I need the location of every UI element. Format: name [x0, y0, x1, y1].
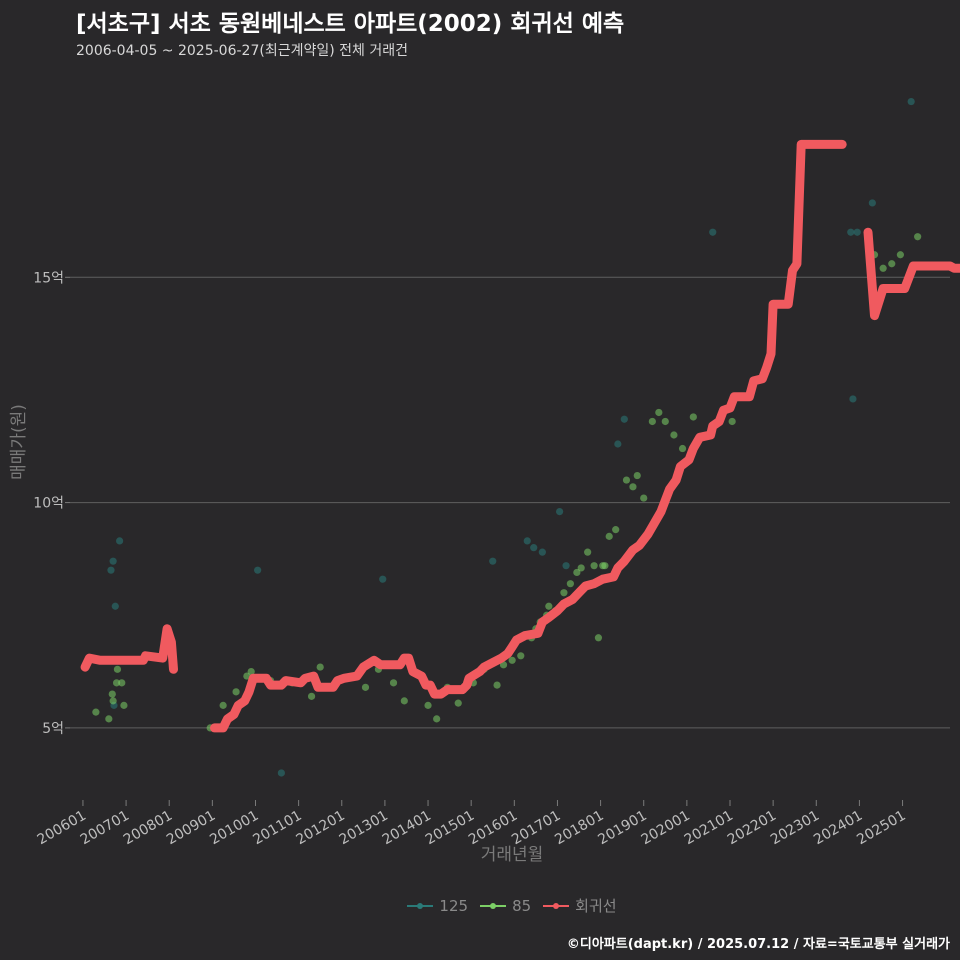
scatter-point-85	[307, 692, 316, 700]
scatter-point-85	[655, 408, 663, 417]
y-axis-label: 매매가(원)	[8, 404, 29, 480]
scatter-point-85	[584, 548, 592, 556]
source-caption: ©디아파트(dapt.kr) / 2025.07.12 / 자료=국토교통부 실…	[566, 937, 950, 952]
scatter-point-125	[620, 415, 628, 423]
scatter-point-85	[118, 679, 126, 687]
scatter-point-85	[499, 661, 508, 669]
scatter-point-85	[896, 251, 904, 259]
scatter-point-85	[493, 681, 501, 689]
scatter-point-85	[108, 690, 116, 698]
scatter-point-125	[853, 228, 861, 236]
scatter-point-85	[601, 562, 609, 570]
scatter-point-85	[113, 665, 122, 673]
scatter-point-125	[538, 548, 546, 556]
scatter-point-85	[454, 699, 462, 707]
y-tick-label: 5억	[42, 721, 64, 737]
scatter-point-85	[361, 683, 370, 691]
scatter-point-125	[111, 602, 119, 610]
regression-segment	[80, 624, 178, 674]
scatter-point-85	[605, 532, 613, 540]
x-axis-label: 거래년월	[480, 845, 544, 865]
scatter-point-85	[316, 663, 324, 671]
scatter-point-85	[670, 431, 678, 439]
scatter-point-85	[879, 264, 887, 272]
scatter-point-85	[389, 679, 398, 687]
scatter-point-85	[424, 701, 432, 709]
scatter-point-125	[109, 557, 117, 565]
chart-title: [서초구] 서초 동원베네스트 아파트(2002) 회귀선 예측	[76, 11, 625, 37]
legend-label-125: 125	[439, 896, 469, 915]
scatter-point-125	[849, 395, 857, 403]
scatter-point-85	[914, 233, 922, 241]
scatter-point-125	[523, 537, 531, 545]
scatter-point-85	[400, 697, 408, 705]
y-axis-ticks: 5억 10억 15억	[33, 270, 70, 737]
scatter-point-85	[508, 656, 516, 664]
scatter-point-85	[661, 417, 669, 426]
scatter-point-125	[847, 228, 855, 236]
legend-item-regression: 회귀선	[543, 895, 617, 916]
scatter-point-125	[614, 440, 622, 448]
scatter-point-85	[573, 568, 581, 577]
regression-segment	[210, 139, 847, 733]
scatter-point-85	[243, 672, 251, 680]
scatter-point-85	[888, 260, 896, 268]
scatter-point-85	[648, 417, 656, 426]
scatter-point-85	[728, 417, 736, 426]
scatter-point-85	[622, 476, 631, 484]
scatter-point-85	[689, 413, 697, 421]
legend: 125 85 회귀선	[0, 895, 960, 916]
scatter-point-85	[612, 526, 620, 534]
scatter-point-85	[92, 708, 100, 716]
scatter-point-85	[560, 589, 568, 597]
scatter-point-85	[566, 580, 574, 588]
scatter-point-125	[489, 557, 497, 565]
scatter-point-125	[277, 769, 285, 777]
scatter-point-125	[116, 537, 124, 545]
scatter-point-85	[433, 715, 441, 723]
legend-key-85-icon	[480, 902, 507, 909]
scatter-point-85	[105, 715, 113, 723]
scatter-point-85	[109, 697, 117, 705]
scatter-point-125	[254, 566, 262, 574]
scatter-point-85	[247, 667, 255, 676]
scatter-point-125	[907, 97, 915, 106]
scatter-point-125	[379, 575, 387, 583]
legend-key-125-icon	[407, 902, 434, 909]
scatter-point-125	[868, 199, 876, 207]
legend-label-regression: 회귀선	[575, 897, 617, 915]
scatter-point-125	[556, 508, 564, 516]
scatter-point-85	[112, 679, 121, 687]
scatter-point-85	[590, 562, 598, 570]
scatter-point-125	[107, 566, 115, 574]
scatter-point-125	[709, 228, 717, 236]
chart-subtitle: 2006-04-05 ~ 2025-06-27(최근계약일) 전체 거래건	[76, 43, 408, 59]
scatter-point-125	[562, 562, 570, 570]
legend-label-85: 85	[512, 896, 532, 915]
scatter-point-125	[530, 544, 538, 552]
scatter-point-85	[577, 564, 585, 572]
scatter-point-85	[545, 602, 553, 610]
y-tick-label: 15억	[33, 270, 64, 286]
scatter-point-85	[594, 634, 603, 642]
legend-key-regression-icon	[543, 902, 570, 909]
y-tick-label: 10억	[33, 496, 64, 512]
scatter-point-85	[640, 494, 648, 502]
scatter-point-85	[219, 701, 227, 709]
scatter-point-85	[633, 471, 641, 480]
legend-item-125: 125	[407, 897, 468, 915]
regression-segment	[863, 227, 960, 321]
regression-line	[80, 139, 960, 733]
scatter-point-85	[629, 483, 637, 491]
scatter-point-85	[232, 688, 240, 696]
scatter-point-85	[120, 701, 128, 709]
legend-item-85: 85	[480, 897, 531, 915]
scatter-point-85	[517, 652, 525, 660]
scatter-point-85	[678, 444, 687, 453]
